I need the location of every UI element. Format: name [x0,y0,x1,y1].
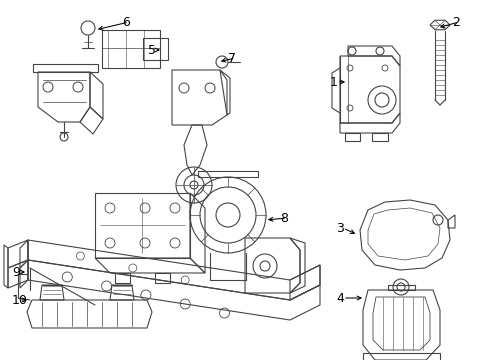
Text: 8: 8 [280,212,288,225]
Text: 6: 6 [122,15,130,28]
Text: 1: 1 [330,76,338,89]
Text: 3: 3 [336,221,344,234]
Text: 10: 10 [12,293,28,306]
Text: 4: 4 [336,292,344,305]
Bar [143,38,168,60]
Text: 2: 2 [452,15,460,28]
Text: 9: 9 [12,266,20,279]
Bar [102,30,160,68]
Text: 7: 7 [228,51,236,64]
Text: 5: 5 [148,44,156,57]
